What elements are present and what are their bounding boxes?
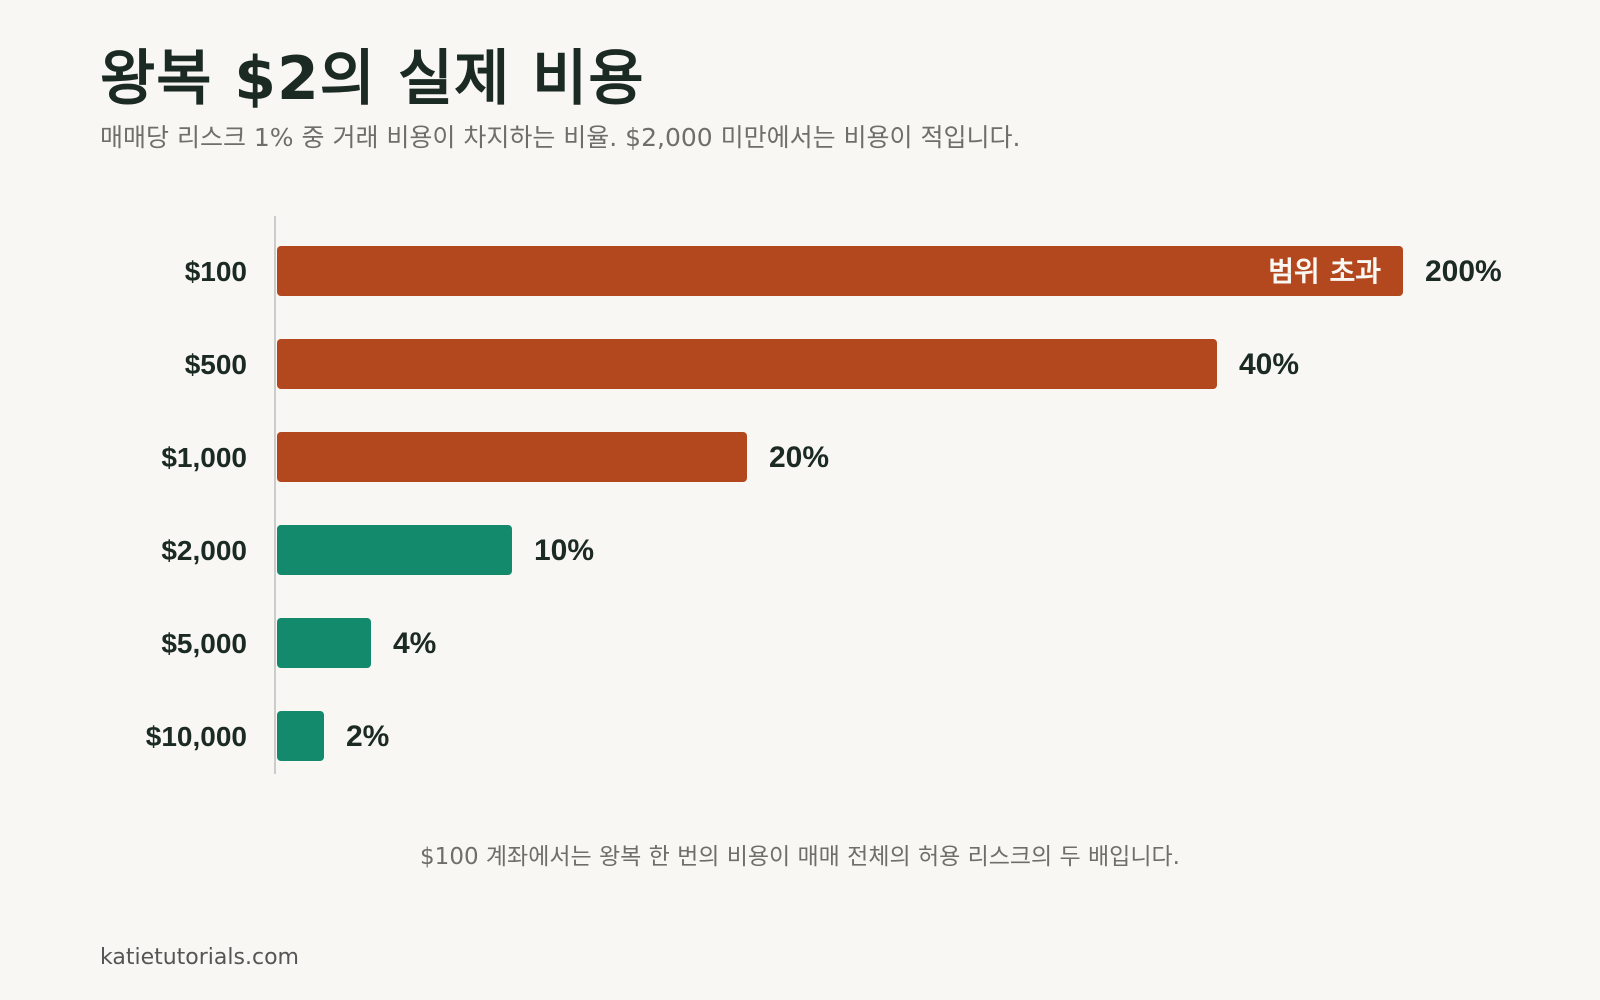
value-label: 10% (534, 534, 594, 567)
value-label: 2% (346, 720, 389, 753)
bar (277, 246, 1403, 296)
category-label: $1,000 (161, 442, 247, 473)
bars-group: $100 범위 초과 200% $500 40% $1,000 20% $2,000 10% $5… (146, 246, 1502, 761)
chart-subtitle: 매매당 리스크 1% 중 거래 비용이 차지하는 비율. $2,000 미만에서… (100, 123, 1021, 152)
bar (277, 618, 371, 668)
category-label: $100 (185, 256, 247, 287)
bar-chart: $100 범위 초과 200% $500 40% $1,000 20% $2,000 10% $5… (146, 216, 1502, 774)
bar (277, 432, 747, 482)
value-label: 4% (393, 627, 436, 660)
value-label: 20% (769, 441, 829, 474)
category-label: $10,000 (146, 721, 247, 752)
category-label: $5,000 (161, 628, 247, 659)
bar (277, 711, 324, 761)
bar (277, 339, 1217, 389)
bar (277, 525, 512, 575)
source-credit: katietutorials.com (100, 945, 299, 970)
value-label: 200% (1425, 255, 1502, 288)
clip-annotation: 범위 초과 (1268, 255, 1381, 288)
chart-title: 왕복 $2의 실제 비용 (100, 44, 645, 114)
value-label: 40% (1239, 348, 1299, 381)
chart-footnote: $100 계좌에서는 왕복 한 번의 비용이 매매 전체의 허용 리스크의 두 … (420, 844, 1180, 870)
category-label: $2,000 (161, 535, 247, 566)
category-label: $500 (185, 349, 247, 380)
